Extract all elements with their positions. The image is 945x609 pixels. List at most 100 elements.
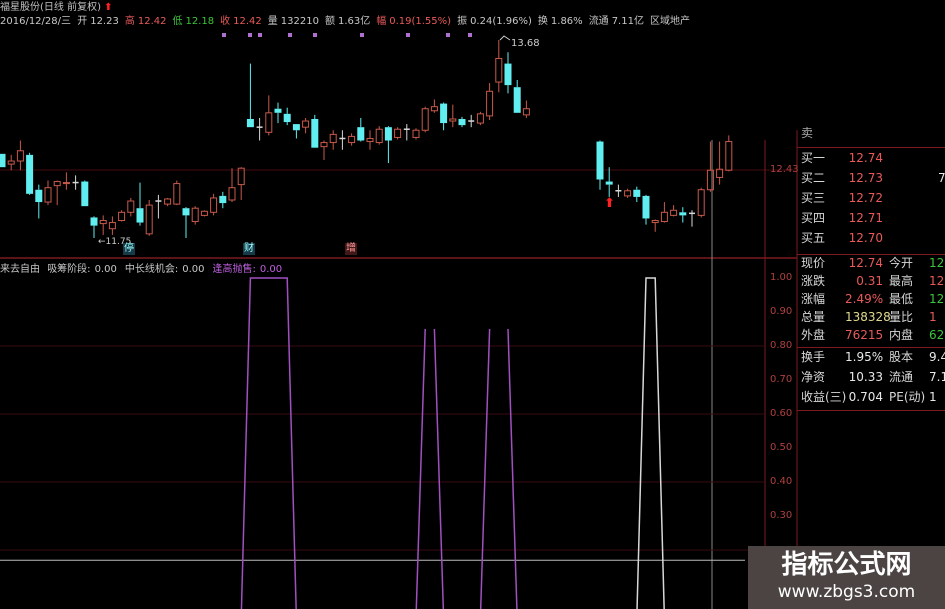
candle-body xyxy=(99,220,107,225)
candle[interactable] xyxy=(237,167,245,200)
candle[interactable] xyxy=(458,116,466,128)
candle[interactable] xyxy=(716,141,724,185)
candle[interactable] xyxy=(375,126,383,145)
stock-name: 福星股份(日线 前复权) xyxy=(0,2,101,13)
candle[interactable] xyxy=(624,188,632,198)
bid-row: 买一 12.74 xyxy=(801,149,938,167)
candle[interactable] xyxy=(265,95,273,136)
candle[interactable] xyxy=(495,40,503,93)
candle[interactable] xyxy=(440,102,448,131)
candle[interactable] xyxy=(44,180,52,206)
stat-label: 最高 xyxy=(889,274,914,288)
candle[interactable] xyxy=(118,210,126,222)
candle[interactable] xyxy=(596,140,604,190)
event-tag-increase[interactable]: 增 xyxy=(345,243,357,255)
candle[interactable] xyxy=(476,111,484,126)
candlestick-chart[interactable] xyxy=(0,0,765,258)
candle[interactable] xyxy=(182,207,190,238)
info-mine-marker[interactable] xyxy=(360,33,364,37)
candle[interactable] xyxy=(679,207,687,223)
candle[interactable] xyxy=(7,154,15,171)
candle[interactable] xyxy=(256,117,263,141)
candle[interactable] xyxy=(522,100,530,118)
candle[interactable] xyxy=(173,180,181,206)
candle[interactable] xyxy=(651,219,659,232)
candle[interactable] xyxy=(302,117,310,134)
info-mine-marker[interactable] xyxy=(248,33,252,37)
candle[interactable] xyxy=(145,200,153,236)
candle[interactable] xyxy=(421,106,429,133)
candle[interactable] xyxy=(430,99,438,113)
indicator-value-number: 0.00 xyxy=(182,264,205,275)
candle[interactable] xyxy=(706,141,714,192)
candle[interactable] xyxy=(660,202,668,223)
indicator-chart[interactable] xyxy=(0,0,765,609)
candle-body xyxy=(495,57,503,83)
candle[interactable] xyxy=(689,210,695,227)
candle[interactable] xyxy=(633,186,641,203)
candle[interactable] xyxy=(127,197,135,217)
candle[interactable] xyxy=(99,215,107,235)
info-mine-marker[interactable] xyxy=(258,33,262,37)
candle[interactable] xyxy=(329,130,337,150)
candle[interactable] xyxy=(670,205,678,217)
candle[interactable] xyxy=(292,124,300,139)
candle[interactable] xyxy=(200,210,208,217)
bid-price: 12.70 xyxy=(848,231,883,245)
candle[interactable] xyxy=(228,168,236,203)
info-mine-marker[interactable] xyxy=(313,33,317,37)
candle[interactable] xyxy=(0,153,6,168)
candle[interactable] xyxy=(53,180,61,206)
event-tag-finance[interactable]: 财 xyxy=(243,243,255,255)
info-mine-marker[interactable] xyxy=(288,33,292,37)
candle[interactable] xyxy=(725,135,733,172)
candle[interactable] xyxy=(246,63,254,128)
indicator-value-label: 吸筹阶段: xyxy=(47,264,91,275)
candle[interactable] xyxy=(348,133,356,146)
candle[interactable] xyxy=(513,80,521,113)
candle[interactable] xyxy=(412,128,420,140)
finance-value: 7.1 xyxy=(929,370,945,384)
info-mine-marker[interactable] xyxy=(222,33,226,37)
candle[interactable] xyxy=(155,194,162,219)
candle[interactable] xyxy=(219,191,227,209)
candle[interactable] xyxy=(283,107,291,126)
candle[interactable] xyxy=(72,175,79,190)
candle[interactable] xyxy=(339,130,346,150)
candle[interactable] xyxy=(384,126,392,164)
candle[interactable] xyxy=(108,216,116,235)
candle[interactable] xyxy=(468,114,475,128)
candle[interactable] xyxy=(504,52,512,94)
candle[interactable] xyxy=(320,140,328,160)
candle[interactable] xyxy=(26,152,34,195)
candle[interactable] xyxy=(35,184,43,219)
candle[interactable] xyxy=(136,182,144,226)
info-mine-marker[interactable] xyxy=(446,33,450,37)
candle[interactable] xyxy=(274,102,282,124)
candle[interactable] xyxy=(191,206,199,225)
candle[interactable] xyxy=(90,216,98,238)
candle[interactable] xyxy=(403,124,410,141)
candle[interactable] xyxy=(62,172,70,190)
candle[interactable] xyxy=(16,140,24,171)
candle[interactable] xyxy=(642,194,650,225)
info-field-label: 振 xyxy=(457,16,468,27)
event-tag-halt[interactable]: 停 xyxy=(123,243,135,255)
info-mine-marker[interactable] xyxy=(468,33,472,37)
candle[interactable] xyxy=(615,184,622,197)
stat-label: 现价 xyxy=(801,256,826,270)
candle[interactable] xyxy=(357,117,365,142)
info-mine-marker[interactable] xyxy=(406,33,410,37)
candle[interactable] xyxy=(697,187,705,218)
candle[interactable] xyxy=(605,167,613,197)
candle[interactable] xyxy=(486,83,494,120)
candle[interactable] xyxy=(81,180,89,207)
candle-body xyxy=(329,133,337,144)
candle[interactable] xyxy=(394,127,402,140)
candle-body xyxy=(274,108,282,113)
candle[interactable] xyxy=(449,104,457,128)
candle[interactable] xyxy=(164,197,172,207)
candle[interactable] xyxy=(311,114,319,148)
candle[interactable] xyxy=(366,130,374,150)
candle[interactable] xyxy=(210,193,218,216)
